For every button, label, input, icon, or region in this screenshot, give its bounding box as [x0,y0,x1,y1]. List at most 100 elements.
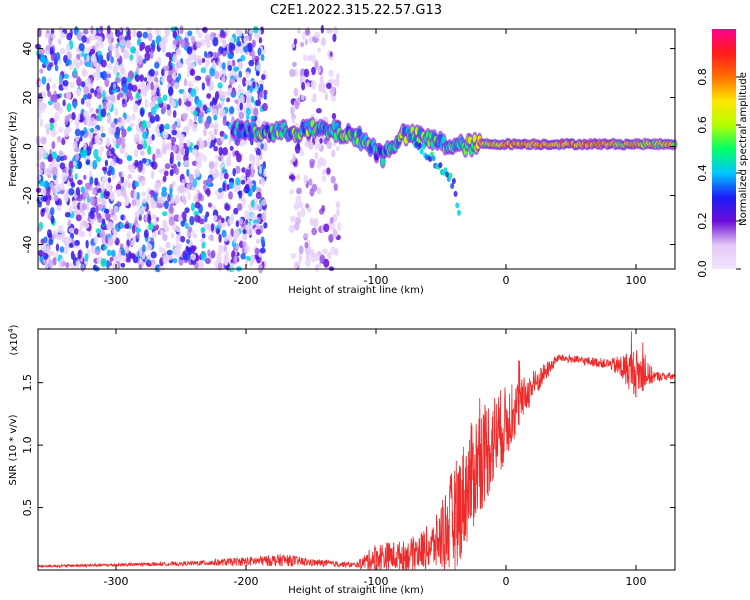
noise-blob [102,245,108,251]
noise-blob [319,74,324,84]
noise-blob [42,58,49,66]
noise-blob [192,110,198,116]
noise-blob [118,171,123,178]
noise-blob [55,243,60,252]
noise-blob [154,264,161,273]
branch-blob [451,178,456,185]
noise-blob [182,112,189,118]
noise-blob [81,69,88,77]
noise-blob [255,203,262,211]
noise-blob [45,206,50,216]
noise-blob [125,114,132,124]
noise-blob [75,259,80,269]
noise-blob [172,30,178,39]
noise-blob [117,250,122,261]
noise-blob [168,54,173,62]
noise-blob [202,27,207,33]
noise-blob [248,29,254,35]
noise-blob [83,174,87,180]
noise-blob [243,185,250,194]
noise-blob [81,203,87,211]
noise-blob [121,76,128,84]
noise-blob [224,204,231,211]
noise-blob [161,106,167,114]
noise-blob [206,77,211,87]
noise-blob [114,60,119,67]
noise-blob [150,106,157,115]
noise-blob [239,94,245,105]
noise-blob [290,106,294,116]
noise-blob [194,201,201,209]
noise-blob [249,154,253,162]
noise-blob [200,67,206,74]
noise-blob [193,195,199,203]
noise-blob [65,126,72,134]
noise-blob [303,68,309,78]
noise-blob [233,207,239,215]
noise-blob [131,84,138,93]
noise-blob [185,101,192,107]
noise-blob [136,30,143,39]
noise-blob [172,144,177,152]
noise-blob [209,105,213,112]
noise-blob [163,170,169,177]
noise-blob [319,137,323,144]
noise-blob [101,166,108,172]
noise-blob [44,33,51,39]
noise-blob [240,54,246,62]
noise-blob [309,249,315,257]
noise-blob [228,191,233,200]
noise-blob [150,170,155,180]
noise-blob [77,250,82,260]
snr-x-tick-label: -300 [104,575,129,588]
noise-blob [243,36,249,44]
spectrogram-y-tick-label: 0 [21,143,34,150]
noise-blob [150,81,154,91]
noise-blob [196,99,203,108]
noise-blob [52,257,57,266]
noise-blob [335,145,340,152]
noise-blob [317,161,321,169]
noise-blob [328,69,334,78]
noise-blob [175,226,181,233]
noise-blob [310,79,317,90]
noise-blob [245,107,251,116]
noise-blob [293,261,299,270]
noise-blob [42,149,47,159]
noise-blob [165,104,171,111]
colorbar: 0.0 0.2 0.4 0.6 0.8 Normalized spectral ampl… [696,29,749,278]
noise-blob [157,56,162,65]
noise-blob [102,90,106,101]
noise-blob [184,222,189,230]
noise-blob [197,114,202,124]
noise-blob [210,137,216,148]
noise-blob [222,146,229,156]
noise-blob [120,222,125,229]
noise-blob [188,173,194,182]
noise-blob [104,159,109,167]
noise-blob [244,258,248,269]
noise-blob [213,114,218,121]
noise-blob [222,39,227,49]
noise-blob [77,179,83,186]
noise-blob [93,128,98,134]
noise-blob [222,117,227,126]
noise-blob [292,153,296,163]
noise-blob [236,203,243,211]
noise-blob [89,127,95,133]
noise-blob [323,258,330,268]
noise-blob [182,178,187,184]
noise-blob [144,98,149,109]
noise-blob [162,145,167,155]
noise-blob [260,177,265,187]
noise-blob [98,54,102,64]
noise-blob [152,153,156,163]
noise-blob [235,177,241,186]
noise-blob [65,262,70,269]
noise-blob [134,159,139,167]
noise-blob [95,64,101,73]
noise-blob [164,163,171,170]
noise-blob [170,100,176,108]
snr-x-tick-label: -100 [364,575,389,588]
noise-blob [47,100,54,106]
